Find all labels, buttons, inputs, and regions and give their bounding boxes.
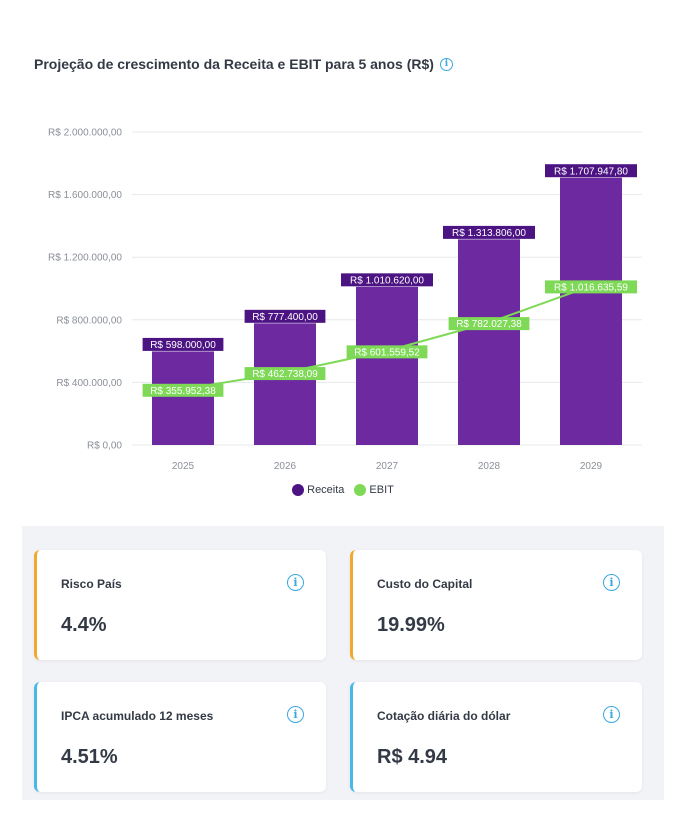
data-label-ebit-bg xyxy=(142,383,224,397)
data-label-receita: R$ 598.000,00 xyxy=(150,340,216,351)
indicator-value: 19.99% xyxy=(377,614,445,636)
x-tick-label: 2028 xyxy=(478,461,501,472)
data-label-receita-bg xyxy=(341,273,433,287)
indicator-value: R$ 4.94 xyxy=(377,746,448,768)
data-label-ebit: R$ 355.952,38 xyxy=(150,386,216,397)
legend-item-receita[interactable]: Receita xyxy=(292,484,344,496)
data-label-ebit-bg xyxy=(346,345,428,359)
info-icon[interactable]: i xyxy=(603,574,620,591)
bar-receita xyxy=(356,286,418,445)
indicator-card-dolar: Cotação diária do dólar R$ 4.94 i xyxy=(350,682,642,792)
data-label-receita-bg xyxy=(545,164,637,178)
chart-legend: Receita EBIT xyxy=(0,484,686,496)
indicator-card-risco-pais: Risco País 4.4% i xyxy=(34,550,326,660)
y-tick-label: R$ 800.000,00 xyxy=(56,315,122,326)
y-tick-label: R$ 400.000,00 xyxy=(56,378,122,389)
data-label-ebit-bg xyxy=(545,280,637,294)
data-label-receita: R$ 1.010.620,00 xyxy=(350,275,424,286)
data-label-ebit: R$ 1.016.635,59 xyxy=(554,282,628,293)
legend-label-receita: Receita xyxy=(307,484,345,496)
x-tick-label: 2029 xyxy=(580,461,603,472)
data-label-ebit: R$ 462.738,09 xyxy=(252,369,318,380)
chart-title: Projeção de crescimento da Receita e EBI… xyxy=(34,56,453,72)
indicator-label: Cotação diária do dólar xyxy=(377,709,511,723)
indicator-label: IPCA acumulado 12 meses xyxy=(61,709,214,723)
indicator-card-custo-capital: Custo do Capital 19.99% i xyxy=(350,550,642,660)
revenue-ebit-chart: R$ 0,00 R$ 400.000,00 R$ 800.000,00 R$ 1.20… xyxy=(48,128,642,472)
y-tick-label: R$ 1.200.000,00 xyxy=(48,253,122,264)
indicator-value: 4.4% xyxy=(61,614,107,636)
y-tick-label: R$ 2.000.000,00 xyxy=(48,128,122,139)
info-icon[interactable]: i xyxy=(603,706,620,723)
data-label-ebit: R$ 601.559,52 xyxy=(354,347,420,358)
bar-receita xyxy=(152,351,214,445)
info-icon[interactable]: i xyxy=(287,574,304,591)
data-label-receita: R$ 777.400,00 xyxy=(252,312,318,323)
legend-item-ebit[interactable]: EBIT xyxy=(354,484,394,496)
indicator-card-ipca: IPCA acumulado 12 meses 4.51% i xyxy=(34,682,326,792)
chart-title-text: Projeção de crescimento da Receita e EBI… xyxy=(34,56,434,72)
x-tick-label: 2026 xyxy=(274,461,297,472)
data-label-receita: R$ 1.313.806,00 xyxy=(452,228,526,239)
data-label-ebit-bg xyxy=(448,317,530,331)
data-label-ebit: R$ 782.027,38 xyxy=(456,319,522,330)
y-tick-label: R$ 1.600.000,00 xyxy=(48,190,122,201)
legend-swatch-ebit xyxy=(354,484,367,496)
indicators-panel: Risco País 4.4% i Custo do Capital 19.99… xyxy=(22,526,664,800)
x-tick-label: 2025 xyxy=(172,461,195,472)
data-label-ebit-bg xyxy=(244,367,326,381)
x-tick-label: 2027 xyxy=(376,461,399,472)
data-label-receita-bg xyxy=(142,337,224,351)
legend-swatch-receita xyxy=(292,484,305,496)
y-tick-label: R$ 0,00 xyxy=(87,441,122,452)
data-label-receita-bg xyxy=(244,309,326,323)
data-label-receita-bg xyxy=(443,225,535,239)
data-label-receita: R$ 1.707.947,80 xyxy=(554,166,628,177)
indicator-label: Custo do Capital xyxy=(377,577,473,591)
info-icon[interactable]: i xyxy=(287,706,304,723)
indicator-label: Risco País xyxy=(61,577,122,591)
info-icon[interactable]: i xyxy=(439,57,453,71)
legend-label-ebit: EBIT xyxy=(369,484,394,496)
bar-receita xyxy=(458,239,520,445)
bar-receita xyxy=(254,323,316,445)
indicator-value: 4.51% xyxy=(61,746,118,768)
bar-receita xyxy=(560,177,622,445)
